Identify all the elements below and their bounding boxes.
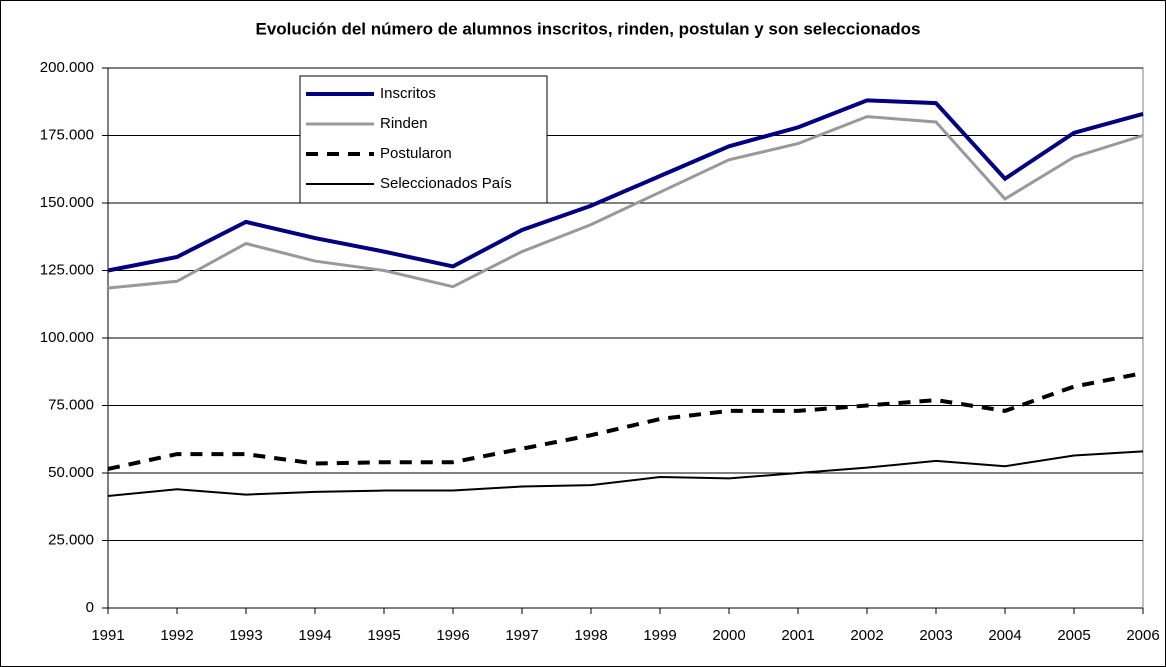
- x-tick-label: 1994: [298, 627, 331, 644]
- legend-label: Postularon: [380, 145, 452, 162]
- x-tick-label: 1997: [505, 627, 538, 644]
- x-tick-label: 1992: [160, 627, 193, 644]
- y-tick-label: 200.000: [40, 59, 94, 76]
- x-tick-label: 2000: [712, 627, 745, 644]
- x-tick-label: 2005: [1057, 627, 1090, 644]
- x-tick-label: 1991: [91, 627, 124, 644]
- x-tick-label: 2002: [850, 627, 883, 644]
- legend-label: Inscritos: [380, 85, 436, 102]
- x-tick-label: 1998: [574, 627, 607, 644]
- x-tick-label: 2001: [781, 627, 814, 644]
- x-tick-label: 2006: [1126, 627, 1159, 644]
- y-tick-label: 150.000: [40, 194, 94, 211]
- y-tick-label: 50.000: [48, 464, 94, 481]
- y-tick-label: 175.000: [40, 126, 94, 143]
- x-tick-label: 1999: [643, 627, 676, 644]
- legend-label: Rinden: [380, 115, 428, 132]
- series-line: [107, 450, 1144, 497]
- series-line: [107, 98, 1144, 273]
- x-tick-label: 2004: [988, 627, 1021, 644]
- x-tick-label: 2003: [919, 627, 952, 644]
- y-tick-label: 0: [86, 599, 94, 616]
- y-tick-label: 75.000: [48, 396, 94, 413]
- x-tick-label: 1993: [229, 627, 262, 644]
- legend-box: [299, 75, 548, 204]
- series-line: [107, 371, 1144, 471]
- legend-label: Seleccionados País: [380, 175, 512, 192]
- series-line: [107, 115, 1144, 290]
- chart-title: Evolución del número de alumnos inscrito…: [255, 19, 920, 38]
- x-tick-label: 1996: [436, 627, 469, 644]
- y-tick-label: 25.000: [48, 531, 94, 548]
- y-tick-label: 125.000: [40, 261, 94, 278]
- x-tick-label: 1995: [367, 627, 400, 644]
- y-tick-label: 100.000: [40, 329, 94, 346]
